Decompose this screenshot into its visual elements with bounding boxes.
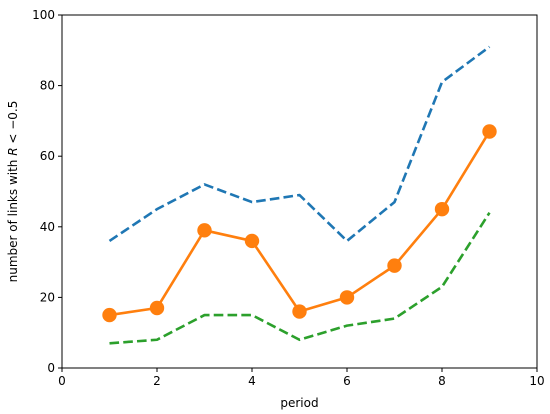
series-2-point <box>292 304 307 319</box>
x-tick-label: 2 <box>153 374 161 388</box>
x-tick-label: 10 <box>529 374 544 388</box>
series-1-line <box>108 45 491 243</box>
x-tick-label: 8 <box>438 374 446 388</box>
series-2-line <box>108 130 491 317</box>
y-axis-label-suffix: < −0.5 <box>6 101 20 148</box>
series-2-point <box>339 290 355 305</box>
series-2-point <box>387 258 402 273</box>
x-tick-label: 0 <box>58 374 66 388</box>
x-tick-label: 4 <box>248 374 256 388</box>
y-axis-label-prefix: number of links with <box>6 156 20 283</box>
y-tick-label: 100 <box>32 8 55 22</box>
series-2-point <box>197 223 212 238</box>
series-2-point <box>149 300 165 316</box>
y-tick-label: 20 <box>40 290 55 304</box>
x-tick-label: 6 <box>343 374 351 388</box>
x-axis-label: period <box>280 396 318 410</box>
series-2-point <box>244 233 260 249</box>
series-3-line <box>109 211 491 345</box>
y-axis-label: number of links with R < −0.5 <box>6 101 20 283</box>
series-2-point <box>102 307 117 323</box>
series-2-point <box>434 201 450 217</box>
axes-frame <box>61 14 538 369</box>
y-tick-label: 60 <box>40 149 55 163</box>
plot-area <box>102 45 497 345</box>
y-tick-label: 40 <box>40 220 55 234</box>
y-tick-label: 80 <box>40 79 55 93</box>
y-tick-label: 0 <box>47 361 55 375</box>
series-2-point <box>482 124 497 139</box>
y-axis-label-variable: R <box>6 147 20 155</box>
